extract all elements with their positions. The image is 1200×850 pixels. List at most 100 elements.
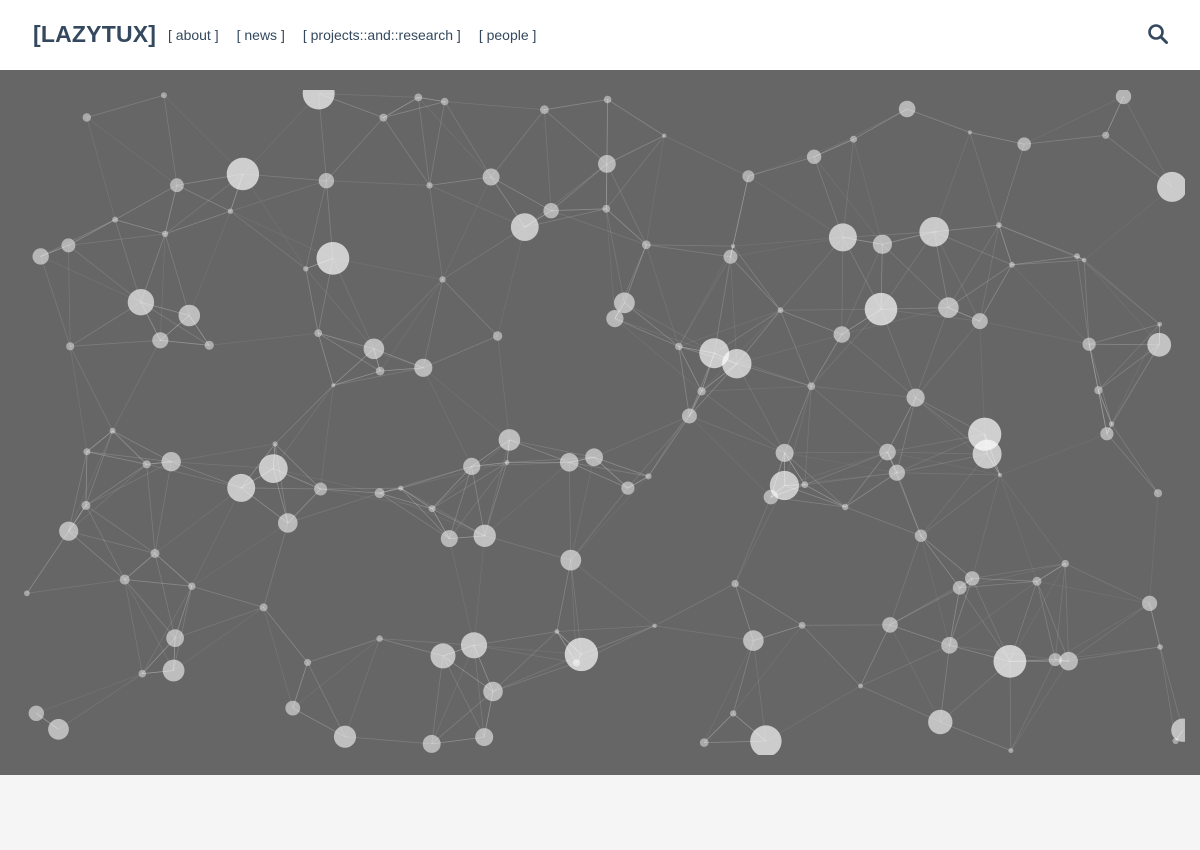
network-node: [28, 705, 44, 721]
network-link: [140, 301, 210, 346]
network-link: [813, 156, 883, 245]
network-link: [273, 468, 380, 494]
network-link: [920, 535, 950, 646]
network-node: [938, 297, 959, 318]
network-link: [784, 386, 812, 454]
network-node: [333, 725, 357, 748]
network-link: [473, 645, 485, 738]
network-link: [191, 585, 264, 608]
network-node: [483, 681, 503, 702]
network-link: [379, 492, 450, 539]
network-link: [844, 472, 898, 508]
network-link: [920, 474, 1001, 537]
network-link: [68, 245, 142, 303]
network-link: [484, 535, 571, 561]
network-node: [798, 621, 806, 629]
network-node: [188, 582, 196, 590]
network-link: [841, 237, 844, 335]
network-link: [948, 264, 1013, 308]
nav-item-projects-research[interactable]: [ projects::and::research ]: [302, 27, 461, 43]
network-link: [383, 117, 430, 186]
particle-network-canvas: [24, 90, 1185, 755]
network-link: [1106, 433, 1159, 494]
network-node: [850, 135, 858, 143]
nav-item-news[interactable]: [ news ]: [236, 27, 285, 43]
search-icon: [1148, 24, 1168, 44]
network-link: [524, 208, 607, 228]
search-button[interactable]: [1146, 22, 1170, 46]
network-link: [860, 644, 950, 687]
network-node: [142, 460, 151, 469]
network-link: [379, 487, 401, 494]
network-link: [1036, 563, 1066, 582]
network-link: [448, 466, 473, 539]
top-navbar: [LAZYTUX] [ about ] [ news ] [ projects:…: [0, 0, 1200, 70]
site-logo[interactable]: [LAZYTUX]: [33, 21, 157, 47]
network-link: [317, 332, 334, 386]
network-link: [605, 208, 616, 319]
network-link: [784, 451, 888, 486]
network-link: [1054, 563, 1066, 660]
network-link: [998, 144, 1025, 226]
network-link: [569, 461, 629, 489]
network-link: [784, 451, 888, 454]
network-link: [1036, 581, 1056, 660]
network-link: [160, 339, 210, 346]
network-link: [209, 332, 319, 346]
nav-item-people[interactable]: [ people ]: [478, 27, 537, 43]
network-link: [69, 301, 142, 347]
network-link: [544, 109, 552, 211]
nav-item-about[interactable]: [ about ]: [168, 27, 219, 43]
network-link: [648, 415, 690, 477]
network-link: [887, 397, 916, 453]
network-link: [664, 135, 749, 177]
network-link: [191, 487, 242, 587]
network-node: [66, 342, 75, 351]
network-link: [607, 99, 665, 137]
network-link: [242, 173, 307, 270]
network-node: [699, 738, 709, 747]
network-link: [570, 487, 629, 561]
network-link: [841, 307, 949, 335]
network-link: [1068, 603, 1150, 662]
network-link: [344, 638, 380, 737]
network-link: [68, 430, 113, 532]
network-node: [1157, 171, 1185, 202]
network-link: [379, 279, 443, 372]
network-link: [678, 245, 734, 347]
network-node: [1100, 427, 1114, 441]
network-link: [689, 415, 772, 498]
network-node: [750, 725, 782, 755]
network-link: [159, 233, 166, 341]
network-link: [490, 109, 545, 178]
network-node: [259, 603, 268, 612]
network-node: [374, 488, 385, 499]
network-link: [853, 108, 908, 140]
network-link: [230, 210, 307, 270]
network-link: [524, 163, 608, 228]
network-node: [61, 238, 76, 253]
network-link: [1064, 563, 1069, 662]
network-link: [379, 492, 433, 510]
network-node: [1061, 559, 1069, 568]
network-node: [731, 579, 739, 588]
network-link: [86, 94, 165, 118]
network-link: [174, 586, 193, 639]
network-link: [320, 488, 380, 494]
network-link: [173, 607, 264, 671]
network-node: [675, 342, 683, 351]
network-link: [999, 433, 1108, 476]
network-link: [813, 108, 908, 158]
network-link: [332, 258, 443, 280]
network-link: [998, 224, 1085, 261]
network-link: [146, 464, 156, 554]
network-link: [1083, 186, 1173, 261]
network-node: [1142, 595, 1158, 611]
network-link: [1098, 324, 1160, 391]
network-link: [442, 279, 498, 337]
network-link: [1083, 259, 1160, 346]
network-link: [1065, 563, 1150, 604]
network-link: [811, 308, 882, 387]
network-node: [898, 100, 916, 118]
network-link: [593, 456, 649, 477]
